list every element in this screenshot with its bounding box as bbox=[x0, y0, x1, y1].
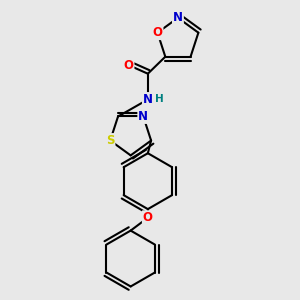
Text: O: O bbox=[124, 58, 134, 72]
Text: N: N bbox=[173, 11, 183, 24]
Text: O: O bbox=[152, 26, 163, 39]
Text: N: N bbox=[138, 110, 148, 123]
Text: H: H bbox=[155, 94, 164, 104]
Text: N: N bbox=[143, 93, 153, 106]
Text: O: O bbox=[143, 211, 153, 224]
Text: S: S bbox=[106, 134, 115, 147]
